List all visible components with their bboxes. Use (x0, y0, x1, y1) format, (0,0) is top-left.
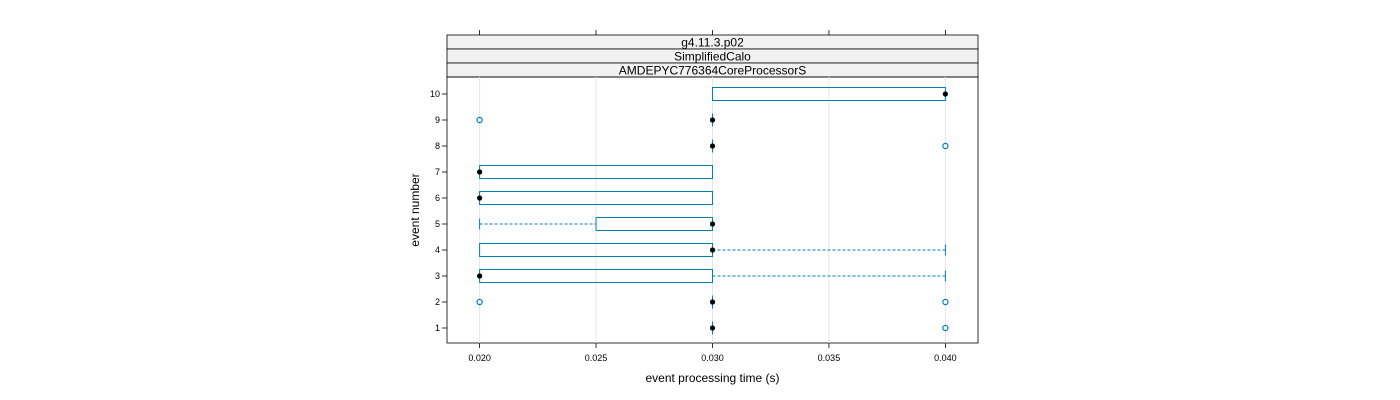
outlier-point (476, 298, 483, 306)
y-tick-label: 8 (435, 141, 440, 151)
y-tick-label: 6 (435, 193, 440, 203)
y-tick-label: 7 (435, 167, 440, 177)
box-rect (595, 217, 713, 231)
strip-label-1: g4.11.3.p02 (681, 36, 744, 50)
outlier-point (942, 298, 949, 306)
x-tick-label: 0.040 (934, 353, 957, 363)
outlier-point (476, 116, 483, 124)
median-dot (709, 247, 716, 253)
outlier-point (942, 142, 949, 150)
median-dot (477, 273, 483, 279)
y-tick-label: 2 (435, 297, 440, 307)
y-tick-label: 4 (435, 245, 440, 255)
x-tick-label: 0.025 (585, 353, 608, 363)
median-dot (709, 221, 716, 227)
median-dot (709, 299, 716, 305)
strip-label-2: SimplifiedCalo (674, 50, 751, 64)
y-axis: 1 2 3 4 5 6 7 8 9 10 (430, 89, 447, 333)
x-tick-label: 0.035 (818, 353, 841, 363)
strip-label-3: AMDEPYC776364CoreProcessorS (619, 64, 806, 78)
y-tick-label: 1 (435, 323, 440, 333)
y-tick-label: 3 (435, 271, 440, 281)
x-axis-title: event processing time (s) (645, 371, 779, 385)
y-tick-label: 9 (435, 115, 440, 125)
x-tick-label: 0.020 (468, 353, 491, 363)
median-dot (709, 325, 716, 331)
boxes-layer (476, 87, 949, 335)
x-axis: 0.020 0.025 0.030 0.035 0.040 (468, 30, 957, 363)
x-tick-label: 0.030 (701, 353, 724, 363)
y-tick-label: 5 (435, 219, 440, 229)
median-dot (709, 117, 716, 123)
median-dot (942, 91, 948, 97)
outlier-point (942, 324, 949, 332)
median-dot (477, 169, 483, 175)
strip-group: g4.11.3.p02 SimplifiedCalo AMDEPYC776364… (446, 34, 979, 78)
y-tick-label: 10 (430, 89, 440, 99)
median-dot (477, 195, 483, 201)
y-axis-title: event number (408, 173, 422, 246)
median-dot (709, 143, 716, 149)
